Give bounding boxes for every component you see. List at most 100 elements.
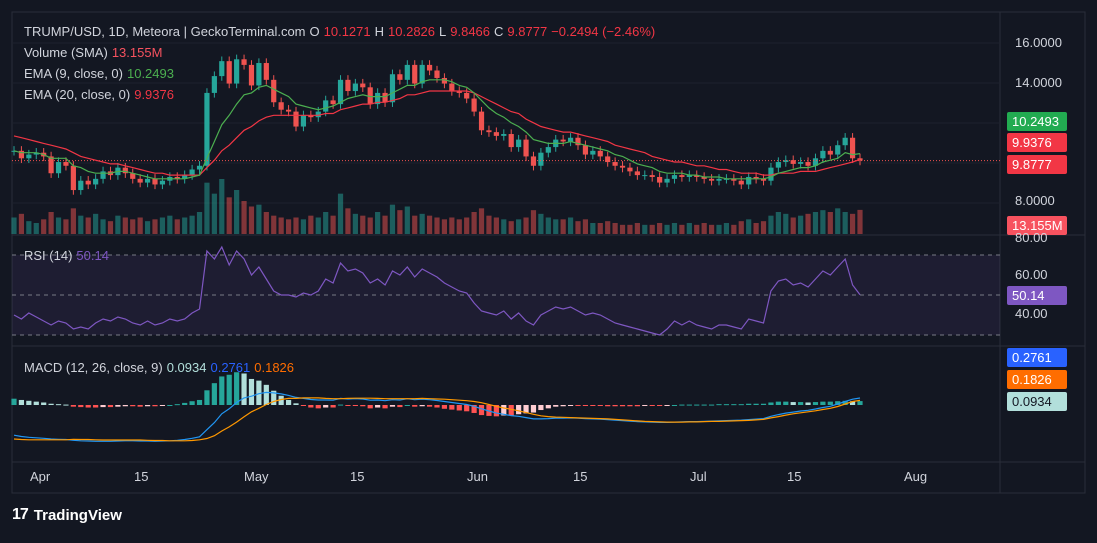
volume-bar xyxy=(234,190,240,234)
macd-histogram-bar xyxy=(18,399,25,405)
volume-bar xyxy=(285,219,292,234)
macd-legend[interactable]: MACD (12, 26, close, 9) 0.0934 0.2761 0.182… xyxy=(24,359,298,377)
ema9-legend[interactable]: EMA (9, close, 0) 10.2493 xyxy=(24,65,659,86)
volume-bar xyxy=(226,197,232,234)
macd-histogram-bar xyxy=(671,405,678,406)
candle-body xyxy=(248,64,255,86)
volume-legend[interactable]: Volume (SMA) 13.155M xyxy=(24,44,659,65)
candle-body xyxy=(367,87,373,105)
macd-histogram-bar xyxy=(323,405,329,408)
candle-body xyxy=(456,91,462,93)
volume-bar xyxy=(471,212,477,234)
candle-body xyxy=(122,167,128,174)
candle-body xyxy=(434,70,440,78)
o-value: 10.1271 xyxy=(323,24,371,39)
candle-body xyxy=(182,175,188,179)
candle-body xyxy=(419,64,425,84)
o-label: O xyxy=(309,24,320,39)
symbol-label[interactable]: TRUMP/USD, 1D, Meteora | GeckoTerminal.c… xyxy=(24,24,306,39)
macd-histogram-bar xyxy=(545,405,551,409)
volume-bar xyxy=(107,221,114,234)
volume-bar xyxy=(731,224,737,234)
macd-histogram-bar xyxy=(708,404,715,406)
volume-bar xyxy=(523,217,529,234)
macd-histogram-bar xyxy=(144,405,151,407)
volume-bar xyxy=(686,223,692,234)
rsi-legend[interactable]: RSI (14) 50.14 xyxy=(24,247,113,265)
volume-bar xyxy=(211,193,217,234)
volume-bar xyxy=(664,224,670,234)
candle-body xyxy=(196,165,203,170)
candle-body xyxy=(649,175,655,177)
candle-body xyxy=(486,130,492,133)
volume-bar xyxy=(389,204,396,234)
volume-bar xyxy=(248,206,255,234)
time-tick: 15 xyxy=(573,469,588,484)
l-value: 9.8466 xyxy=(450,24,491,39)
macd-histogram-bar xyxy=(352,405,358,406)
macd-histogram-bar xyxy=(278,395,284,405)
macd-histogram-bar xyxy=(78,405,84,408)
macd-histogram-bar xyxy=(107,405,114,408)
macd-histogram-bar xyxy=(137,405,143,407)
time-tick: Apr xyxy=(30,469,51,484)
volume-bar xyxy=(553,219,559,234)
candle-body xyxy=(694,175,700,177)
candle-body xyxy=(48,156,54,174)
volume-bar xyxy=(746,219,752,234)
candle-body xyxy=(189,169,195,176)
volume-bar xyxy=(849,213,856,234)
volume-bar xyxy=(464,217,470,234)
volume-bar xyxy=(456,219,462,234)
rsi-label: RSI (14) xyxy=(24,248,73,263)
candle-body xyxy=(657,176,663,183)
candle-body xyxy=(775,162,781,168)
ema20-legend[interactable]: EMA (20, close, 0) 9.9376 xyxy=(24,86,659,107)
volume-bar xyxy=(694,224,700,234)
macd-histogram-bar xyxy=(664,405,670,406)
macd-histogram-bar xyxy=(130,405,136,407)
volume-bar xyxy=(167,215,173,234)
rsi-value-label: 50.14 xyxy=(1007,286,1067,305)
macd-histogram-bar xyxy=(300,405,307,406)
ema9-line xyxy=(13,79,861,180)
candle-body xyxy=(263,63,269,80)
candle-body xyxy=(471,98,477,112)
volume-bar xyxy=(649,224,655,234)
candle-body xyxy=(389,74,396,103)
macd-histogram-bar xyxy=(167,405,173,406)
volume-bar xyxy=(137,217,143,234)
candle-body xyxy=(605,156,611,163)
time-tick: Aug xyxy=(904,469,928,484)
volume-bar xyxy=(627,224,633,234)
volume-bar xyxy=(449,217,455,234)
volume-bar xyxy=(493,217,499,234)
macd-histogram-bar xyxy=(456,405,462,411)
candle-body xyxy=(85,180,91,185)
candle-body xyxy=(382,92,388,103)
candle-body xyxy=(835,145,841,155)
macd-histogram-bar xyxy=(271,390,277,405)
candle-body xyxy=(130,173,136,179)
volume-bar xyxy=(545,217,551,234)
macd-histogram-bar xyxy=(426,405,433,407)
macd-histogram-bar xyxy=(85,405,91,408)
macd-histogram-bar xyxy=(805,402,811,405)
time-tick: 15 xyxy=(350,469,365,484)
macd-histogram-bar xyxy=(449,405,455,410)
chart-frame xyxy=(11,11,1086,494)
candle-body xyxy=(315,111,321,118)
volume-bar xyxy=(835,208,841,234)
volume-bar xyxy=(516,219,522,234)
volume-bar xyxy=(605,221,611,234)
macd-histogram-bar xyxy=(330,405,336,408)
volume-bar xyxy=(738,221,744,234)
candle-body xyxy=(219,61,225,77)
macd-histogram-bar xyxy=(471,405,477,413)
volume-bar xyxy=(827,212,833,234)
candle-body xyxy=(612,162,618,166)
macd-histogram-bar xyxy=(196,399,203,405)
volume-bar xyxy=(538,213,544,234)
